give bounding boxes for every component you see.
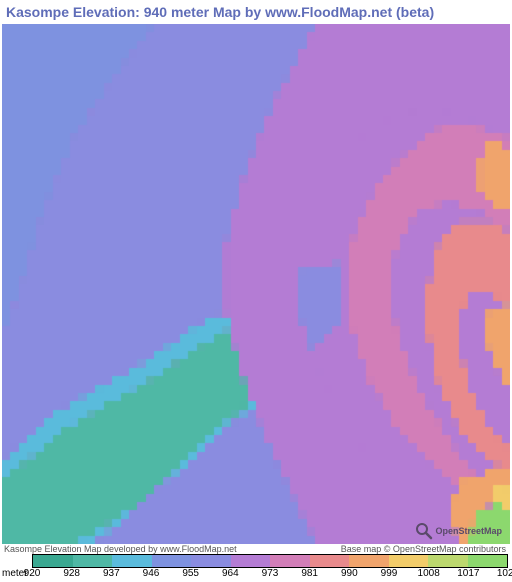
legend-segment: [389, 555, 429, 567]
legend-labels: meter 9209289379469559649739819909991008…: [0, 568, 512, 582]
legend-tick: 990: [341, 568, 358, 579]
legend-colorbar: [32, 554, 508, 568]
legend-tick: 964: [222, 568, 239, 579]
legend-tick: 981: [301, 568, 318, 579]
legend-segment: [191, 555, 231, 567]
legend-segment: [349, 555, 389, 567]
legend-segment: [270, 555, 310, 567]
elevation-map: [2, 24, 510, 544]
legend-segment: [33, 555, 73, 567]
legend-tick: 999: [381, 568, 398, 579]
legend-tick: 1017: [457, 568, 479, 579]
legend-tick: 1008: [418, 568, 440, 579]
legend-segment: [428, 555, 468, 567]
osm-label: OpenStreetMap: [435, 526, 502, 536]
page-title: Kasompe Elevation: 940 meter Map by www.…: [6, 4, 434, 20]
map-canvas: [2, 24, 510, 544]
magnifier-icon: [415, 522, 433, 540]
legend-tick: 955: [182, 568, 199, 579]
credits-right: Base map © OpenStreetMap contributors: [341, 544, 506, 554]
legend-segment: [310, 555, 350, 567]
legend-tick: 920: [24, 568, 41, 579]
legend-segment: [112, 555, 152, 567]
credits-left: Kasompe Elevation Map developed by www.F…: [4, 544, 237, 554]
legend-segment: [73, 555, 113, 567]
legend-tick: 946: [143, 568, 160, 579]
legend: meter 9209289379469559649739819909991008…: [0, 554, 512, 582]
legend-tick: 973: [262, 568, 279, 579]
legend-segment: [468, 555, 508, 567]
legend-segment: [231, 555, 271, 567]
legend-segment: [152, 555, 192, 567]
legend-tick: 937: [103, 568, 120, 579]
legend-tick: 928: [63, 568, 80, 579]
osm-attribution: OpenStreetMap: [415, 522, 502, 540]
legend-tick: 1026: [497, 568, 512, 579]
